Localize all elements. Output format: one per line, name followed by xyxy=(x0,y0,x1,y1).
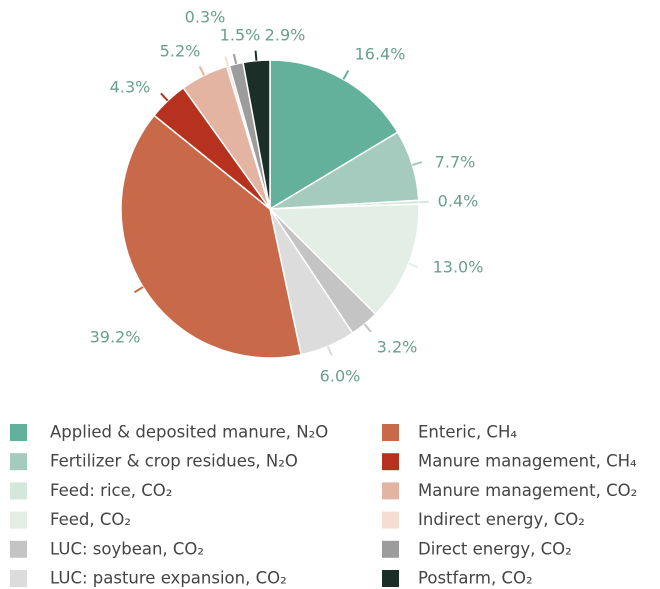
legend-swatch xyxy=(10,570,27,587)
legend-swatch xyxy=(382,570,399,587)
legend-label: Manure management, CO₂ xyxy=(418,481,637,500)
leader-line xyxy=(198,65,205,76)
legend-label: Direct energy, CO₂ xyxy=(418,539,572,558)
value-label: 4.3% xyxy=(110,78,151,97)
legend-swatch xyxy=(382,511,399,529)
value-label: 3.2% xyxy=(377,338,418,357)
leader-line xyxy=(412,161,423,166)
leader-line xyxy=(254,50,258,61)
pie-slice xyxy=(120,114,302,359)
legend-label: LUC: soybean, CO₂ xyxy=(50,539,204,558)
legend-label: Feed: rice, CO₂ xyxy=(50,481,172,500)
legend-label: Enteric, CH₄ xyxy=(418,423,517,442)
value-label: 5.2% xyxy=(160,42,201,61)
leader-line xyxy=(408,262,419,269)
leader-line xyxy=(363,323,372,333)
leader-line xyxy=(160,92,169,102)
legend-label: Feed, CO₂ xyxy=(50,510,131,529)
legend-swatch xyxy=(10,424,27,441)
legend-label: Indirect energy, CO₂ xyxy=(418,510,585,529)
legend-label: Fertilizer & crop residues, N₂O xyxy=(50,452,298,471)
value-label: 39.2% xyxy=(90,328,141,347)
legend-swatch xyxy=(382,540,399,558)
legend-label: Postfarm, CO₂ xyxy=(418,569,533,588)
leader-line xyxy=(232,53,238,65)
value-label: 2.9% xyxy=(265,26,306,45)
legend-swatch xyxy=(382,482,399,500)
value-label: 16.4% xyxy=(355,45,406,64)
legend-swatch xyxy=(382,424,399,441)
value-label: 1.5% xyxy=(220,26,261,45)
legend-swatch xyxy=(382,453,399,471)
leader-line xyxy=(342,70,350,80)
value-label: 6.0% xyxy=(320,367,361,386)
legend-swatch xyxy=(10,540,27,558)
value-label: 0.3% xyxy=(185,8,226,27)
legend-swatch xyxy=(10,453,27,471)
value-label: 13.0% xyxy=(433,258,484,277)
leader-line xyxy=(326,345,333,356)
legend-swatch xyxy=(10,482,27,500)
value-label: 7.7% xyxy=(435,153,476,172)
legend-label: LUC: pasture expansion, CO₂ xyxy=(50,569,287,588)
leader-line xyxy=(133,286,144,294)
legend-label: Applied & deposited manure, N₂O xyxy=(50,423,328,442)
leader-line xyxy=(224,56,229,67)
legend-swatch xyxy=(10,511,27,529)
value-label: 0.4% xyxy=(438,192,479,211)
legend-label: Manure management, CH₄ xyxy=(418,452,637,471)
pie-slice xyxy=(242,59,271,210)
